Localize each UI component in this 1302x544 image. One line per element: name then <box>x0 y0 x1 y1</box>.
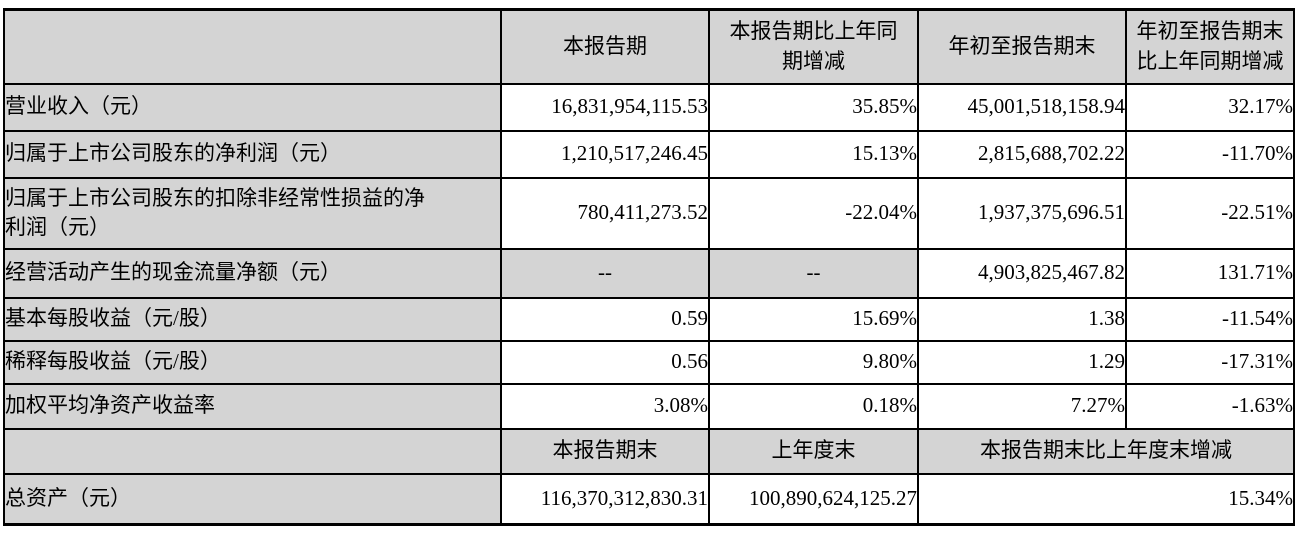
header-cell-empty <box>3 8 502 85</box>
cell-value: 15.69% <box>708 296 919 342</box>
header-cell-current-period: 本报告期 <box>500 8 710 85</box>
cell-value: 4,903,825,467.82 <box>917 247 1127 299</box>
cell-value: 15.34% <box>917 472 1295 526</box>
cell-value: 45,001,518,158.94 <box>917 82 1127 132</box>
header-cell-ytd: 年初至报告期末 <box>917 8 1127 85</box>
row-label: 营业收入（元） <box>3 82 502 132</box>
table-row-diluted-eps: 稀释每股收益（元/股） 0.56 9.80% 1.29 -17.31% <box>3 339 1295 385</box>
cell-value: 1,210,517,246.45 <box>500 129 710 179</box>
row-label: 稀释每股收益（元/股） <box>3 339 502 385</box>
cell-value: -- <box>708 247 919 299</box>
header-cell-current-period-end: 本报告期末 <box>500 427 710 475</box>
row-label: 经营活动产生的现金流量净额（元） <box>3 247 502 299</box>
cell-value: 1.38 <box>917 296 1127 342</box>
cell-value: 0.18% <box>708 382 919 430</box>
cell-value: 1,937,375,696.51 <box>917 176 1127 250</box>
row-label: 加权平均净资产收益率 <box>3 382 502 430</box>
table-row-revenue: 营业收入（元） 16,831,954,115.53 35.85% 45,001,… <box>3 82 1295 132</box>
table-row-net-profit: 归属于上市公司股东的净利润（元） 1,210,517,246.45 15.13%… <box>3 129 1295 179</box>
cell-value: 32.17% <box>1125 82 1295 132</box>
cell-value: 15.13% <box>708 129 919 179</box>
header-row-period-end: 本报告期末 上年度末 本报告期末比上年度末增减 <box>3 427 1295 475</box>
table-row-operating-cash-flow: 经营活动产生的现金流量净额（元） -- -- 4,903,825,467.82 … <box>3 247 1295 299</box>
cell-value: 131.71% <box>1125 247 1295 299</box>
header-cell-empty <box>3 427 502 475</box>
cell-value: -11.54% <box>1125 296 1295 342</box>
header-row-period: 本报告期 本报告期比上年同 期增减 年初至报告期末 年初至报告期末 比上年同期增… <box>3 8 1295 85</box>
row-label: 总资产（元） <box>3 472 502 526</box>
row-label: 基本每股收益（元/股） <box>3 296 502 342</box>
cell-value: 35.85% <box>708 82 919 132</box>
table-row-basic-eps: 基本每股收益（元/股） 0.59 15.69% 1.38 -11.54% <box>3 296 1295 342</box>
header-cell-prior-year-end: 上年度末 <box>708 427 919 475</box>
cell-value: 780,411,273.52 <box>500 176 710 250</box>
cell-value: 2,815,688,702.22 <box>917 129 1127 179</box>
header-cell-change-vs-prior-year-end: 本报告期末比上年度末增减 <box>917 427 1295 475</box>
table-row-total-assets: 总资产（元） 116,370,312,830.31 100,890,624,12… <box>3 472 1295 526</box>
cell-value: 1.29 <box>917 339 1127 385</box>
cell-value: 116,370,312,830.31 <box>500 472 710 526</box>
cell-value: 7.27% <box>917 382 1127 430</box>
cell-value: 9.80% <box>708 339 919 385</box>
cell-value: -22.51% <box>1125 176 1295 250</box>
cell-value: -1.63% <box>1125 382 1295 430</box>
table-row-net-profit-excl-nonrecurring: 归属于上市公司股东的扣除非经常性损益的净 利润（元） 780,411,273.5… <box>3 176 1295 250</box>
table-row-weighted-avg-roe: 加权平均净资产收益率 3.08% 0.18% 7.27% -1.63% <box>3 382 1295 430</box>
row-label: 归属于上市公司股东的扣除非经常性损益的净 利润（元） <box>3 176 502 250</box>
cell-value: 3.08% <box>500 382 710 430</box>
cell-value: -17.31% <box>1125 339 1295 385</box>
header-cell-yoy-change: 本报告期比上年同 期增减 <box>708 8 919 85</box>
cell-value: 16,831,954,115.53 <box>500 82 710 132</box>
cell-value: 0.59 <box>500 296 710 342</box>
cell-value: 0.56 <box>500 339 710 385</box>
header-cell-ytd-yoy-change: 年初至报告期末 比上年同期增减 <box>1125 8 1295 85</box>
cell-value: -- <box>500 247 710 299</box>
financial-summary-table: 本报告期 本报告期比上年同 期增减 年初至报告期末 年初至报告期末 比上年同期增… <box>3 8 1295 526</box>
row-label: 归属于上市公司股东的净利润（元） <box>3 129 502 179</box>
cell-value: -11.70% <box>1125 129 1295 179</box>
cell-value: 100,890,624,125.27 <box>708 472 919 526</box>
cell-value: -22.04% <box>708 176 919 250</box>
